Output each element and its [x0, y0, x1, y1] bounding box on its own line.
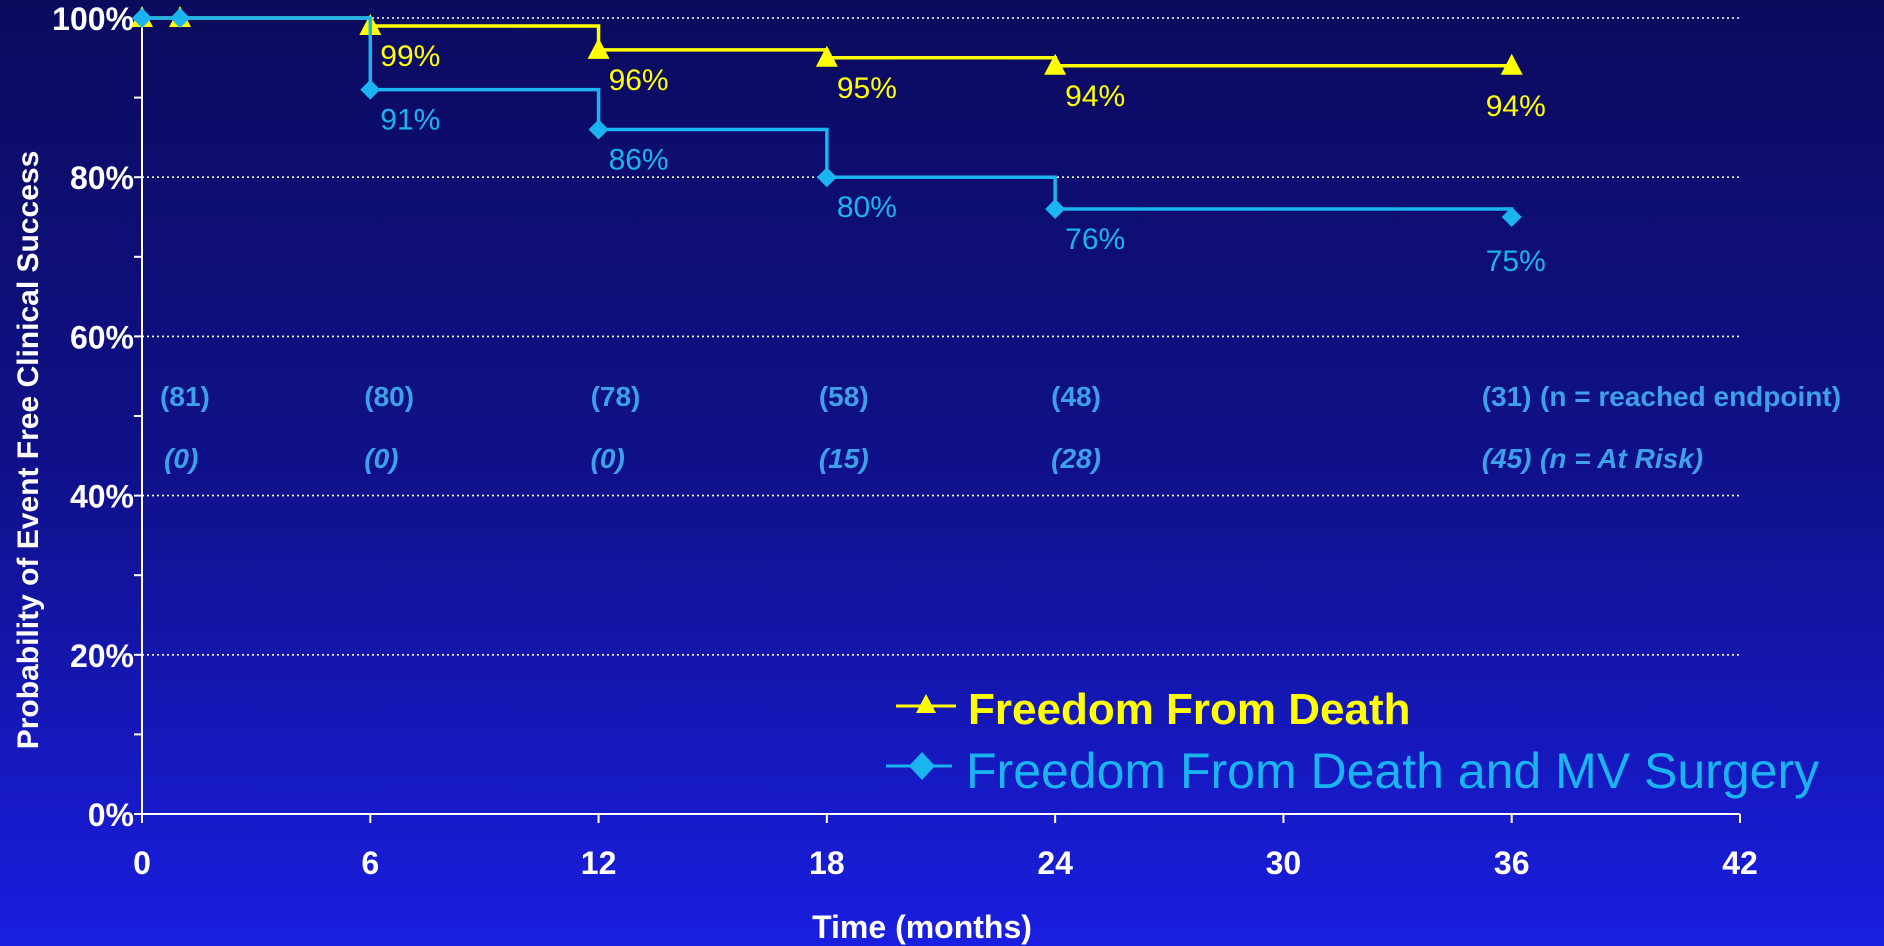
axes [134, 14, 1741, 823]
x-tick-label: 6 [361, 845, 379, 881]
counts-group: (81) (80) (78) (58) (48) (31) (n = reached end… [160, 381, 1841, 474]
diamond-marker [170, 8, 191, 28]
at-risk-count: (15) [819, 443, 869, 474]
x-axis-title: Time (months) [812, 909, 1032, 945]
x-tick-label: 36 [1494, 845, 1530, 881]
reached-endpoint-count: (31) [1482, 381, 1532, 412]
data-label: 86% [609, 143, 669, 176]
diamond-marker [1501, 207, 1522, 227]
reached-endpoint-count: (81) [160, 381, 210, 412]
at-risk-label: (n = At Risk) [1540, 443, 1703, 474]
data-label: 94% [1065, 80, 1125, 113]
y-tick-label: 60% [70, 319, 134, 355]
diamond-marker [588, 119, 609, 140]
legend: Freedom From Death Freedom From Death an… [886, 685, 1819, 799]
x-tick-label: 42 [1722, 845, 1758, 881]
data-label: 99% [380, 40, 440, 73]
diamond-marker [816, 167, 837, 188]
at-risk-count: (0) [164, 443, 198, 474]
x-tick-label: 24 [1037, 845, 1073, 881]
legend-label-death-mv: Freedom From Death and MV Surgery [966, 743, 1819, 799]
legend-label-death: Freedom From Death [968, 685, 1411, 734]
data-label: 94% [1486, 90, 1546, 123]
data-label: 75% [1486, 245, 1546, 278]
data-label: 95% [837, 72, 897, 105]
y-tick-label: 80% [70, 160, 134, 196]
diamond-marker [132, 8, 152, 28]
x-tick-label: 0 [133, 845, 151, 881]
data-label: 80% [837, 191, 897, 224]
series-line-death-mv [142, 16, 1514, 217]
at-risk-count: (0) [364, 443, 398, 474]
data-label: 91% [380, 104, 440, 137]
x-tick-label: 30 [1266, 845, 1302, 881]
reached-endpoint-count: (78) [591, 381, 641, 412]
reached-endpoint-label: (n = reached endpoint) [1540, 381, 1841, 412]
series-group: 99% 96% 95% 94% 94% 91% 86% 80% 76% 75% [131, 6, 1546, 278]
y-tick-labels: 0% 20% 40% 60% 80% 100% [52, 1, 134, 833]
y-tick-label: 40% [70, 479, 134, 515]
at-risk-count: (45) [1482, 443, 1532, 474]
data-label: 96% [609, 64, 669, 97]
x-tick-label: 12 [581, 845, 617, 881]
triangle-marker [587, 37, 610, 59]
triangle-marker [1500, 53, 1523, 75]
diamond-marker [360, 79, 381, 100]
gridlines [142, 17, 1740, 656]
y-axis-title: Probability of Event Free Clinical Succe… [12, 151, 45, 750]
data-label: 76% [1065, 223, 1125, 256]
diamond-marker [1045, 199, 1066, 220]
reached-endpoint-count: (80) [364, 381, 414, 412]
y-tick-label: 0% [88, 797, 134, 833]
x-tick-labels: 0 6 12 18 24 30 36 42 [133, 845, 1758, 881]
x-tick-label: 18 [809, 845, 845, 881]
triangle-marker [1044, 53, 1067, 75]
reached-endpoint-count: (48) [1051, 381, 1101, 412]
legend-diamond-marker [909, 752, 935, 780]
reached-endpoint-count: (58) [819, 381, 869, 412]
y-tick-label: 100% [52, 1, 134, 37]
y-tick-label: 20% [70, 638, 134, 674]
legend-triangle-marker [916, 694, 936, 713]
at-risk-count: (0) [591, 443, 625, 474]
at-risk-count: (28) [1051, 443, 1101, 474]
triangle-marker [815, 45, 838, 67]
